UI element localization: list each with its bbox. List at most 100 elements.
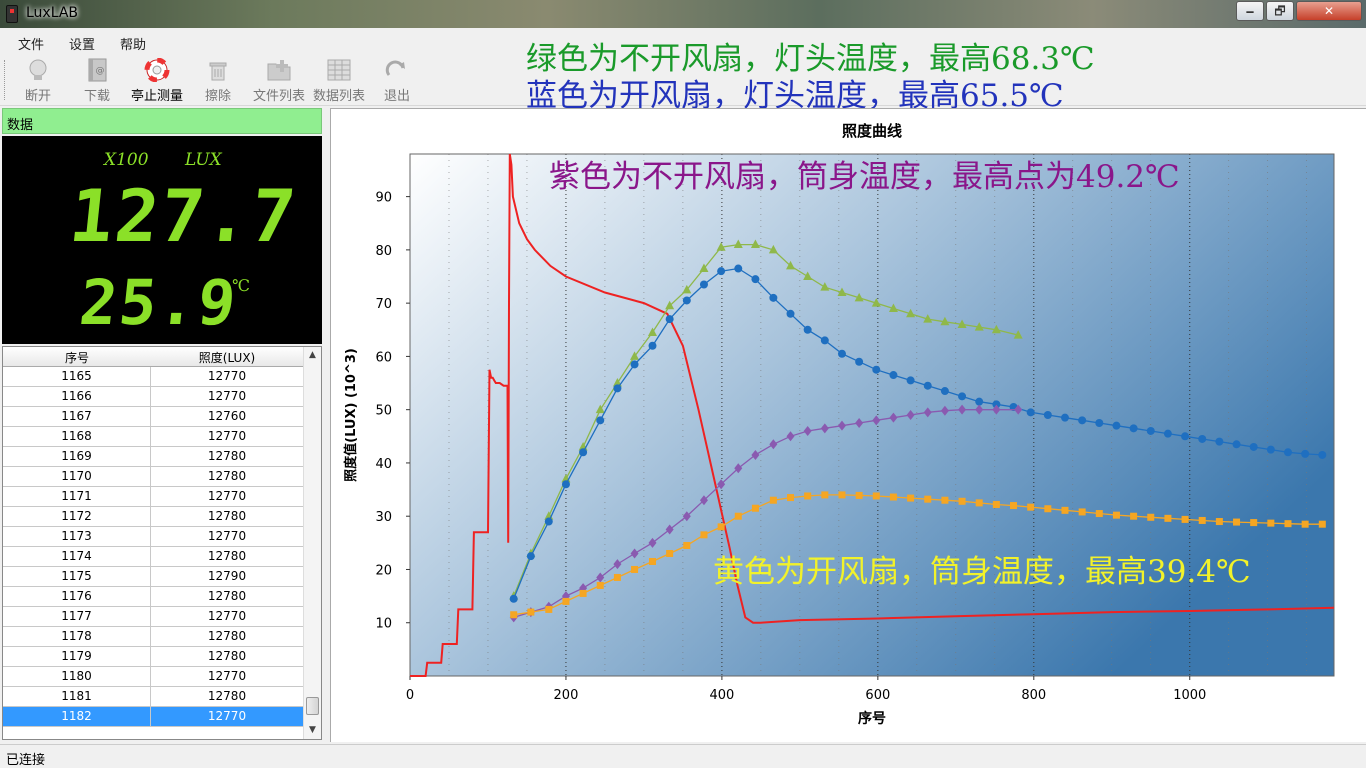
- data-point: [906, 376, 915, 385]
- data-point: [1014, 404, 1023, 415]
- data-point: [1266, 445, 1275, 454]
- cell-lux: 12770: [207, 669, 247, 683]
- table-row[interactable]: 1165 12770: [3, 367, 303, 387]
- scroll-up-arrow-icon[interactable]: ▲: [309, 350, 316, 360]
- y-tick-label: 40: [375, 457, 392, 472]
- maximize-button[interactable]: 🗗: [1266, 1, 1294, 21]
- exit-label: 退出: [383, 89, 410, 104]
- data-point: [579, 448, 588, 457]
- plot-frame: [409, 153, 1335, 677]
- data-point: [975, 397, 984, 406]
- data-point: [769, 439, 778, 450]
- close-button[interactable]: ✕: [1296, 1, 1362, 21]
- x-tick-label: 0: [406, 688, 414, 703]
- data-point: [1267, 519, 1275, 527]
- cell-lux: 12770: [207, 709, 247, 723]
- table-scrollbar[interactable]: ▲ ▼: [303, 347, 321, 739]
- data-point: [889, 493, 897, 501]
- data-point: [871, 298, 881, 307]
- menu-file[interactable]: 文件: [18, 38, 45, 53]
- scroll-thumb[interactable]: [306, 697, 319, 715]
- status-bar: 已连接: [0, 744, 1366, 768]
- table-row[interactable]: 1174 12780: [3, 547, 303, 567]
- folder-add-icon: [267, 60, 291, 81]
- data-point: [649, 557, 657, 565]
- data-point: [923, 381, 932, 390]
- data-point: [992, 404, 1001, 415]
- lux-chart[interactable]: 照度曲线 10 20 30 40 50 60 70 80 90 0 200 400 600 800 1000 序…: [331, 109, 1366, 742]
- column-header-index[interactable]: 序号: [64, 351, 89, 365]
- data-point: [1013, 330, 1023, 339]
- download-button[interactable]: @ 下载: [68, 54, 126, 104]
- bulb-icon: [29, 59, 47, 80]
- data-point: [837, 349, 846, 358]
- data-point: [699, 280, 708, 289]
- minimize-button[interactable]: 🗕: [1236, 1, 1264, 21]
- data-point: [991, 324, 1001, 334]
- data-point: [924, 495, 932, 503]
- data-point: [992, 500, 1000, 508]
- data-point: [855, 357, 864, 366]
- data-point: [803, 425, 812, 436]
- data-point: [821, 491, 829, 499]
- y-tick-label: 80: [375, 244, 392, 259]
- data-point: [1198, 516, 1206, 524]
- lux-reading: 127.7: [65, 174, 302, 258]
- disconnect-button[interactable]: 断开: [9, 54, 67, 104]
- file-list-button[interactable]: 文件列表: [250, 54, 308, 104]
- data-point: [526, 552, 535, 561]
- exit-button[interactable]: 退出: [368, 54, 426, 104]
- table-row[interactable]: 1172 12780: [3, 507, 303, 527]
- cell-index: 1180: [3, 667, 151, 686]
- lifebuoy-icon: [144, 58, 170, 82]
- data-point: [1163, 429, 1172, 438]
- scroll-down-arrow-icon[interactable]: ▼: [309, 725, 316, 735]
- table-row[interactable]: 1171 12770: [3, 487, 303, 507]
- data-point: [1147, 513, 1155, 521]
- window-title: LuxLAB: [26, 5, 79, 21]
- data-point: [1043, 411, 1052, 419]
- cell-index: 1182: [3, 707, 151, 726]
- table-row[interactable]: 1180 12770: [3, 667, 303, 687]
- cell-index: 1177: [3, 607, 151, 626]
- data-point: [561, 480, 570, 489]
- table-row[interactable]: 1168 12770: [3, 427, 303, 447]
- left-panel: 数据 X100 LUX 127.7 25.9 ℃ 序号 照度(LUX) 1165…: [0, 106, 326, 742]
- data-point: [751, 275, 760, 284]
- table-row[interactable]: 1175 12790: [3, 567, 303, 587]
- erase-button[interactable]: 擦除: [189, 54, 247, 104]
- data-point: [804, 492, 812, 500]
- data-panel-header: 数据: [2, 108, 322, 134]
- data-point: [545, 605, 553, 613]
- table-row[interactable]: 1170 12780: [3, 467, 303, 487]
- column-header-lux[interactable]: 照度(LUX): [198, 351, 256, 365]
- table-row[interactable]: 1167 12760: [3, 407, 303, 427]
- data-point: [1318, 450, 1327, 459]
- table-row[interactable]: 1173 12770: [3, 527, 303, 547]
- table-row[interactable]: 1178 12780: [3, 627, 303, 647]
- table-row[interactable]: 1176 12780: [3, 587, 303, 607]
- data-list-button[interactable]: 数据列表: [310, 54, 368, 104]
- erase-label: 擦除: [204, 89, 231, 104]
- stop-measure-button[interactable]: 亭止测量: [128, 54, 186, 104]
- data-point: [837, 420, 846, 431]
- data-point: [717, 523, 725, 531]
- data-point: [872, 365, 881, 374]
- toolbar-grip[interactable]: [4, 60, 6, 100]
- data-point: [716, 242, 726, 251]
- table-row[interactable]: 1177 12770: [3, 607, 303, 627]
- table-row[interactable]: 1179 12780: [3, 647, 303, 667]
- trash-icon: [209, 62, 227, 81]
- menu-help[interactable]: 帮助: [120, 38, 147, 53]
- series-line-1: [513, 243, 1019, 597]
- x-axis-label: 序号: [858, 710, 886, 727]
- table-row[interactable]: 1169 12780: [3, 447, 303, 467]
- data-point: [940, 316, 950, 326]
- menu-settings[interactable]: 设置: [69, 38, 96, 53]
- table-row[interactable]: 1182 12770: [3, 707, 303, 727]
- table-row[interactable]: 1181 12780: [3, 687, 303, 707]
- annotation-purple: 紫色为不开风扇，筒身温度，最高点为49.2℃: [549, 159, 1180, 195]
- table-row[interactable]: 1166 12770: [3, 387, 303, 407]
- cell-lux: 12770: [207, 489, 247, 503]
- y-tick-label: 10: [375, 617, 392, 632]
